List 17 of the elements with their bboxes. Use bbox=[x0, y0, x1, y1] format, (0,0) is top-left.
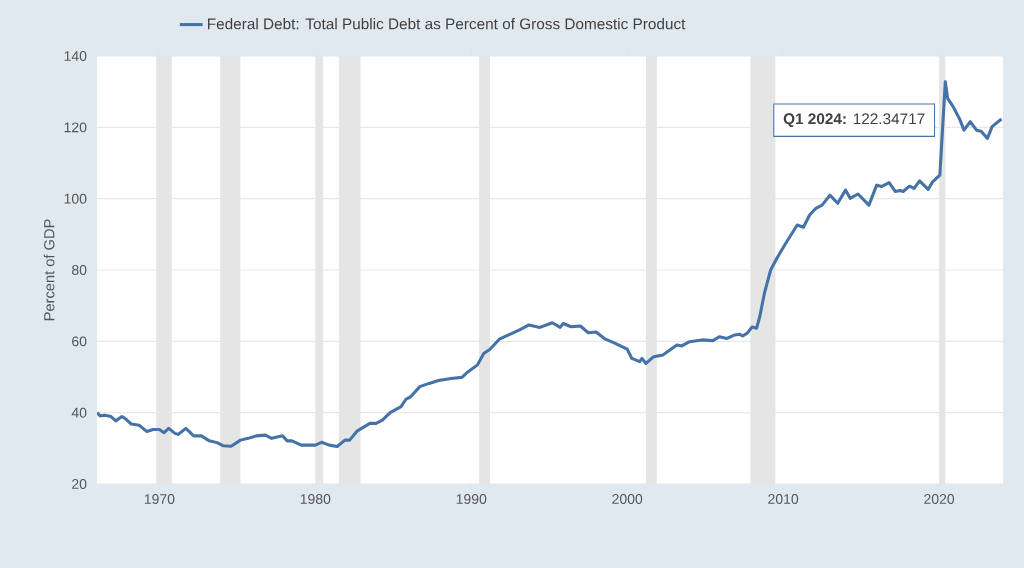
legend-label: Federal Debt: Total Public Debt as Percent of Gross Domestic Product bbox=[208, 18, 686, 30]
x-tick-label: 2010 bbox=[768, 494, 799, 504]
line-series bbox=[97, 80, 1003, 449]
annotation: Q1 2024: 122.34717 bbox=[783, 113, 925, 128]
y-tick-label: 60 bbox=[72, 336, 87, 347]
y-tick-label: 20 bbox=[72, 479, 87, 489]
x-tick-label: 1970 bbox=[144, 494, 175, 504]
y-tick-label: 120 bbox=[64, 122, 87, 133]
y-axis-title: Percent of GDP bbox=[43, 219, 55, 321]
y-tick-label: 140 bbox=[64, 51, 87, 61]
x-tick-label: 1980 bbox=[300, 494, 331, 504]
x-tick-label: 2000 bbox=[612, 494, 643, 504]
x-tick-label: 1990 bbox=[456, 494, 487, 504]
y-tick-label: 80 bbox=[71, 265, 87, 275]
y-tick-label: 40 bbox=[71, 407, 87, 418]
y-tick-label: 100 bbox=[64, 193, 87, 204]
x-tick-label: 2020 bbox=[924, 494, 955, 504]
